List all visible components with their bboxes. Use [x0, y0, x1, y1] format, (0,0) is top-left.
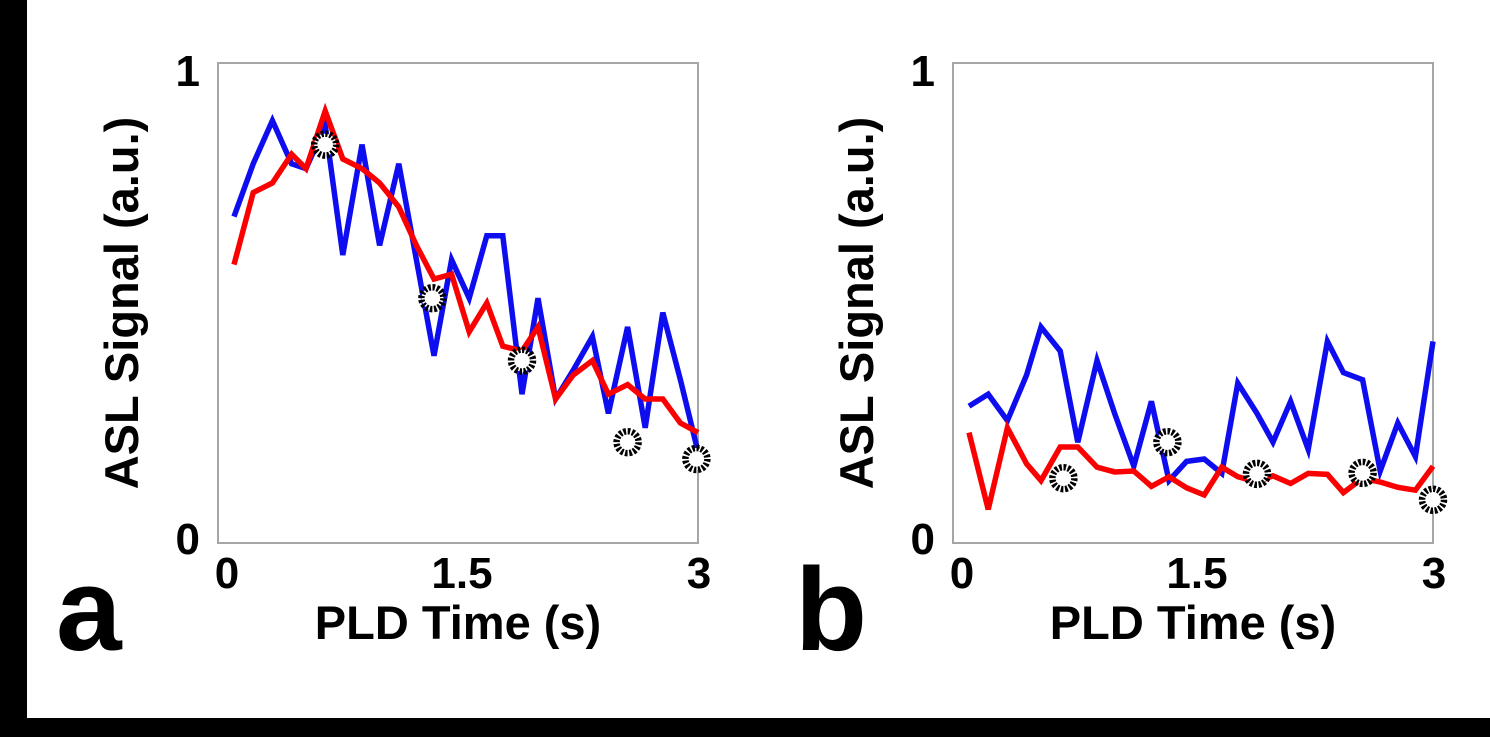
panel-b-x-axis-label: PLD Time (s) [1049, 596, 1337, 649]
open-dotted-circles [507, 346, 537, 375]
panel-b-xtick-0: 0 [949, 549, 975, 598]
axis-box [217, 62, 699, 544]
red-line [231, 102, 700, 436]
open-dotted-circles [682, 444, 711, 474]
panel-a-xtick-0: 0 [214, 549, 240, 598]
open-dotted-circles [613, 427, 642, 457]
panel-a-letter: a [56, 544, 122, 676]
panel-b-xtick-1-5: 1.5 [1166, 549, 1228, 598]
black-border-left [0, 0, 27, 737]
open-dotted-circles [1242, 459, 1272, 489]
open-dotted-circles [1348, 458, 1377, 488]
axis-box [952, 62, 1434, 544]
panel-b-letter: b [795, 544, 868, 676]
panel-b-ytick-0: 0 [910, 515, 935, 564]
panel-a-x-axis-label: PLD Time (s) [314, 596, 602, 649]
panel-b-ytick-1: 1 [910, 47, 935, 96]
open-dotted-circles [310, 130, 340, 159]
blue-line [967, 321, 1436, 487]
panel-a-xtick-1-5: 1.5 [431, 549, 493, 598]
panel-a-ytick-0: 0 [175, 515, 200, 564]
panel-a-plot-area [217, 62, 711, 544]
open-dotted-circles [1049, 463, 1078, 493]
panel-a: ASL Signal (a.u.) 1 0 0 1.5 3 PLD Time (… [0, 0, 760, 718]
panel-b: ASL Signal (a.u.) 1 0 0 1.5 3 PLD Time (… [735, 0, 1490, 718]
panel-a-xtick-3: 3 [686, 549, 712, 598]
black-border-bottom [0, 718, 1490, 737]
panel-b-y-axis-label: ASL Signal (a.u.) [830, 116, 883, 490]
open-dotted-circles [1418, 485, 1448, 515]
panel-a-y-axis-label: ASL Signal (a.u.) [95, 116, 148, 490]
panel-b-plot-area [952, 62, 1448, 544]
open-dotted-circles [418, 283, 447, 313]
panel-b-xtick-3: 3 [1421, 549, 1447, 598]
panel-a-ytick-1: 1 [175, 47, 200, 96]
open-dotted-circles [1153, 427, 1182, 457]
blue-line [231, 113, 701, 453]
